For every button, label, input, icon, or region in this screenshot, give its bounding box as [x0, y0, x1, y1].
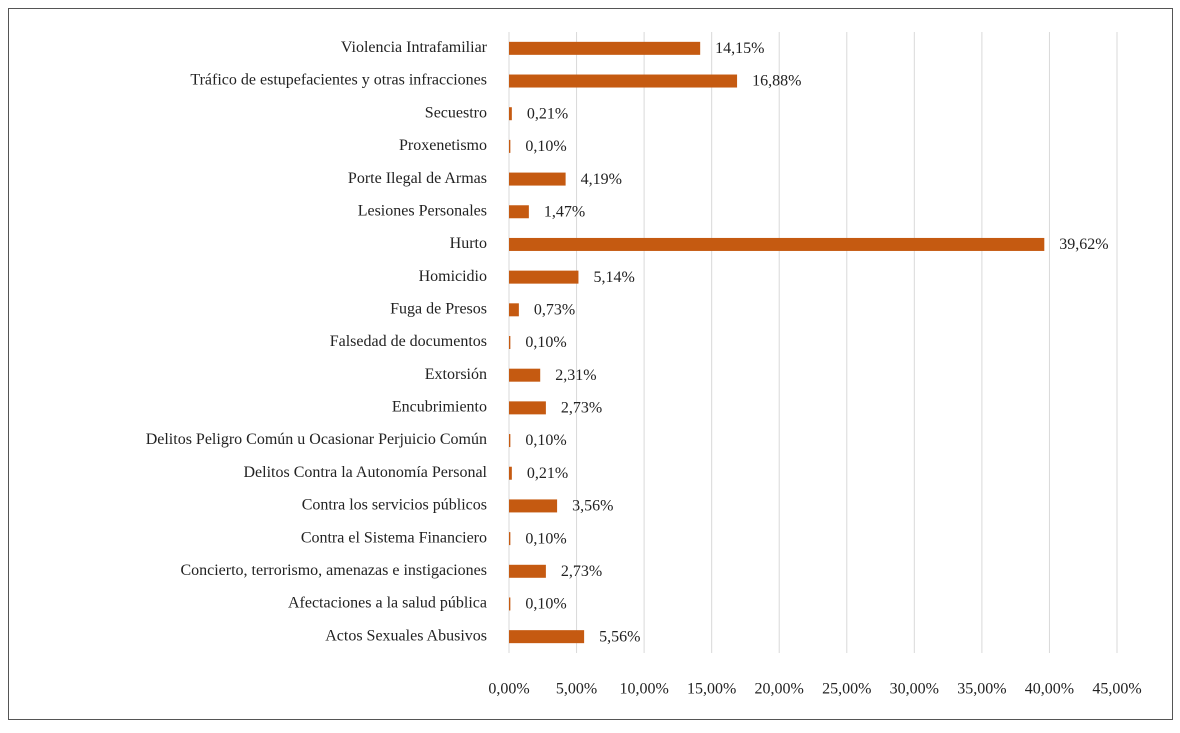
x-tick-label: 5,00% [556, 681, 597, 698]
y-tick-label: Contra los servicios públicos [302, 497, 487, 514]
value-label: 2,31% [555, 367, 596, 384]
bar [509, 499, 558, 513]
x-tick-label: 20,00% [755, 681, 804, 698]
bar [509, 139, 511, 153]
y-tick-label: Lesiones Personales [358, 202, 487, 219]
bar [509, 401, 546, 415]
value-label: 4,19% [581, 171, 622, 188]
bar [509, 564, 546, 578]
y-tick-label: Actos Sexuales Abusivos [325, 627, 487, 644]
value-label: 39,62% [1059, 236, 1108, 253]
bar [509, 532, 511, 546]
y-tick-label: Violencia Intrafamiliar [341, 39, 488, 56]
x-tick-label: 30,00% [890, 681, 939, 698]
value-label: 2,73% [561, 400, 602, 417]
bar [509, 466, 512, 480]
bar [509, 434, 511, 448]
x-tick-label: 40,00% [1025, 681, 1074, 698]
bar [509, 41, 701, 55]
bar [509, 74, 738, 88]
chart-border [8, 8, 1173, 720]
value-label: 16,88% [752, 73, 801, 90]
x-tick-label: 0,00% [488, 681, 529, 698]
x-tick-label: 35,00% [957, 681, 1006, 698]
bar [509, 336, 511, 349]
y-tick-label: Hurto [450, 235, 487, 252]
y-tick-label: Falsedad de documentos [330, 333, 487, 350]
bar [509, 303, 519, 317]
bar [509, 237, 1045, 251]
value-label: 5,14% [593, 269, 634, 286]
y-tick-label: Tráfico de estupefacientes y otras infra… [190, 72, 487, 89]
y-tick-label: Delitos Peligro Común u Ocasionar Perjui… [146, 431, 487, 448]
y-tick-label: Delitos Contra la Autonomía Personal [243, 464, 487, 481]
bar [509, 270, 579, 284]
value-label: 2,73% [561, 563, 602, 580]
value-label: 0,10% [525, 596, 566, 613]
bar [509, 597, 511, 611]
bar [509, 368, 541, 382]
y-tick-label: Proxenetismo [399, 137, 487, 154]
y-tick-label: Homicidio [419, 268, 487, 285]
bar [509, 205, 529, 219]
value-label: 1,47% [544, 203, 585, 220]
y-tick-label: Porte Ilegal de Armas [348, 170, 487, 187]
x-tick-label: 45,00% [1092, 681, 1141, 698]
bar [509, 630, 585, 644]
value-label: 14,15% [715, 40, 764, 57]
value-label: 0,73% [534, 301, 575, 318]
y-tick-label: Fuga de Presos [390, 300, 487, 317]
y-tick-label: Extorsión [425, 366, 487, 383]
value-label: 0,10% [525, 432, 566, 449]
y-tick-label: Contra el Sistema Financiero [301, 529, 487, 546]
bar [509, 107, 512, 121]
value-label: 0,10% [525, 530, 566, 547]
value-label: 0,10% [525, 334, 566, 351]
value-label: 0,10% [525, 138, 566, 155]
value-label: 3,56% [572, 498, 613, 515]
value-label: 0,21% [527, 105, 568, 122]
value-label: 5,56% [599, 628, 640, 645]
y-tick-label: Afectaciones a la salud pública [288, 595, 487, 612]
y-tick-label: Concierto, terrorismo, amenazas e instig… [180, 562, 487, 579]
x-tick-label: 10,00% [619, 681, 668, 698]
bar [509, 172, 566, 186]
y-tick-label: Secuestro [425, 104, 487, 121]
y-tick-label: Encubrimiento [392, 399, 487, 416]
value-label: 0,21% [527, 465, 568, 482]
x-tick-label: 25,00% [822, 681, 871, 698]
x-tick-label: 15,00% [687, 681, 736, 698]
